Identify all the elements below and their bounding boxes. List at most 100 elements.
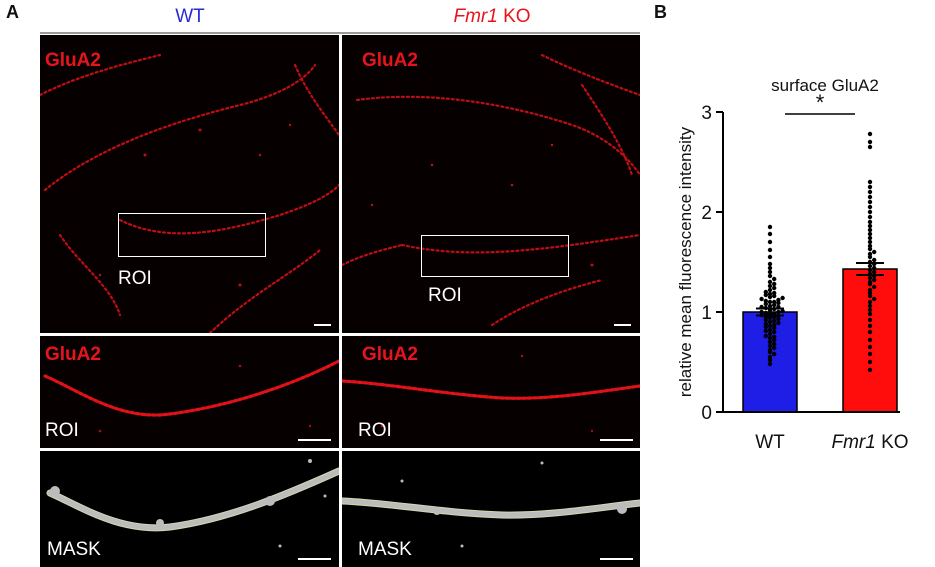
data-point (867, 307, 873, 313)
data-point (776, 309, 781, 315)
ko-roi-scalebar (600, 439, 633, 441)
data-point (767, 261, 773, 267)
header-divider (40, 32, 640, 34)
data-point (767, 254, 773, 260)
panel-b-letter: B (654, 2, 667, 22)
data-point (767, 335, 773, 341)
data-point (872, 284, 877, 290)
data-point (767, 279, 773, 285)
data-point (772, 345, 777, 351)
wt-roi-zoom-label: ROI (45, 420, 79, 441)
data-point (867, 239, 873, 245)
data-point (867, 251, 873, 257)
data-point (763, 333, 768, 339)
data-point (772, 285, 777, 291)
data-point (763, 328, 768, 334)
ko-header-gene: Fmr1 (453, 6, 498, 27)
data-point (867, 311, 873, 317)
x-tick-label: WT (755, 432, 785, 453)
data-point (772, 281, 777, 287)
data-point (867, 337, 873, 343)
data-point (867, 351, 873, 357)
data-point (867, 359, 873, 365)
data-point (867, 243, 873, 249)
data-point (767, 315, 773, 321)
data-point (763, 298, 768, 304)
ko-roi-box (421, 235, 569, 277)
y-tick-label: 1 (701, 303, 712, 324)
data-point (767, 224, 773, 230)
data-point (772, 290, 777, 296)
data-point (776, 320, 781, 326)
data-point (767, 231, 773, 237)
data-point (767, 303, 773, 309)
data-point (867, 329, 873, 335)
data-point (767, 283, 773, 289)
data-point (872, 257, 877, 263)
ko-overview-micrograph: GluA2 ROI (342, 35, 640, 333)
data-point (763, 289, 768, 295)
data-point (867, 139, 873, 145)
bar-chart: surface GluA2 relative mean fluorescence … (676, 76, 909, 453)
significance-marker: * (816, 90, 825, 115)
data-point (780, 295, 785, 301)
data-point (772, 322, 777, 328)
ko-mask-micrograph: MASK (342, 451, 640, 567)
data-point (867, 275, 873, 281)
wt-overview-channel-label: GluA2 (45, 50, 101, 71)
data-point (867, 199, 873, 205)
wt-roi-scalebar (298, 439, 331, 441)
data-point (767, 265, 773, 271)
ko-mask-scalebar (600, 558, 633, 560)
data-point (867, 184, 873, 190)
wt-roi-channel-label: GluA2 (45, 344, 101, 365)
ko-overview-scalebar (614, 324, 631, 326)
data-point (763, 321, 768, 327)
data-point (772, 299, 777, 305)
data-point (872, 265, 877, 271)
data-point (867, 279, 873, 285)
panel-a-letter: A (6, 2, 19, 22)
data-point (872, 269, 877, 275)
ko-roi-label: ROI (428, 285, 462, 306)
data-point (772, 351, 777, 357)
data-point (767, 331, 773, 337)
data-point (867, 131, 873, 137)
chart-title: surface GluA2 (771, 76, 879, 95)
data-point (767, 319, 773, 325)
wt-mask-scalebar (298, 558, 331, 560)
data-point (767, 343, 773, 349)
data-point (772, 318, 777, 324)
ko-column-header: Fmr1 KO (342, 6, 642, 28)
data-point (867, 227, 873, 233)
data-point (767, 361, 773, 367)
data-point (867, 189, 873, 195)
data-point (872, 296, 877, 302)
data-point (772, 334, 777, 340)
data-point (867, 179, 873, 185)
data-point (867, 231, 873, 237)
data-point (767, 247, 773, 253)
data-point (867, 194, 873, 200)
data-point (867, 344, 873, 350)
wt-roi-label: ROI (118, 268, 152, 289)
data-point (767, 291, 773, 297)
data-point (767, 327, 773, 333)
data-point (767, 273, 773, 279)
data-point (867, 323, 873, 329)
wt-roi-micrograph: GluA2 ROI (40, 336, 339, 448)
ko-mask-label: MASK (358, 539, 412, 560)
data-point (772, 341, 777, 347)
data-point (867, 223, 873, 229)
data-point (767, 287, 773, 293)
data-point (872, 277, 877, 283)
data-point (759, 309, 764, 315)
data-point (867, 144, 873, 150)
wt-roi-box (118, 213, 266, 257)
wt-header-label: WT (175, 6, 205, 27)
data-point (867, 219, 873, 225)
y-tick-label: 2 (701, 203, 712, 224)
data-point (867, 367, 873, 373)
data-point (767, 354, 773, 360)
data-point (867, 235, 873, 241)
